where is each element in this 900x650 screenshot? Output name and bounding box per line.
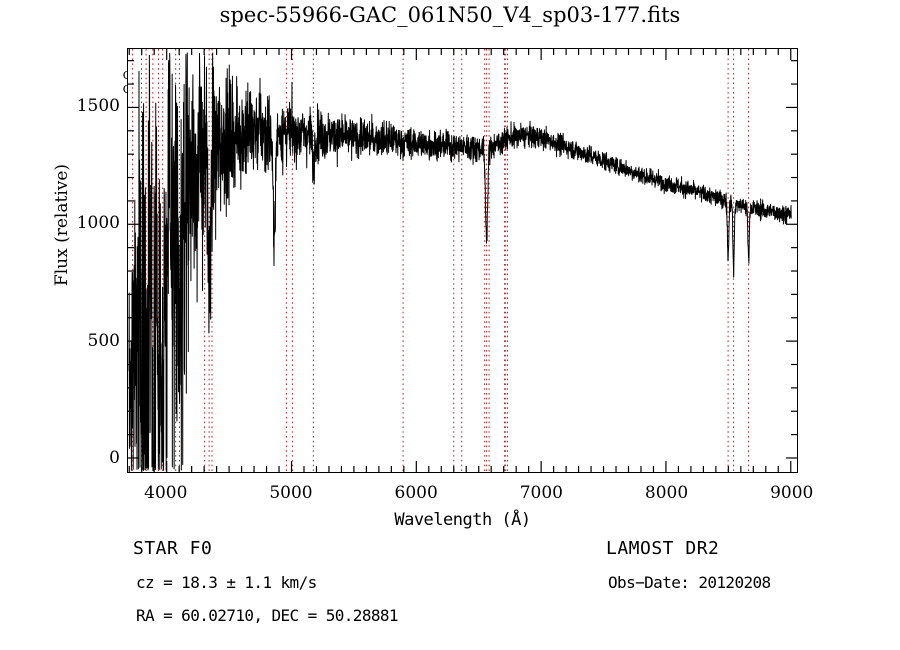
coordinates-label: RA = 60.02710, DEC = 50.28881	[136, 606, 399, 625]
obs-date-label: Obs−Date: 20120208	[608, 573, 771, 592]
page-title: spec-55966-GAC_061N50_V4_sp03-177.fits	[219, 3, 681, 27]
x-tick-6000: 6000	[394, 483, 438, 503]
object-type-label: STAR F0	[133, 538, 213, 559]
x-tick-4000: 4000	[144, 483, 188, 503]
y-axis-tick-labels: 0 500 1000 1500	[10, 0, 120, 650]
spectrum-plot-svg	[128, 49, 797, 472]
y-tick-500: 500	[87, 330, 120, 351]
x-tick-8000: 8000	[644, 483, 689, 503]
y-tick-0: 0	[109, 447, 120, 468]
spectrum-curve	[128, 52, 792, 472]
x-axis-label: Wavelength (Å)	[394, 510, 531, 530]
redshift-velocity-label: cz = 18.3 ± 1.1 km/s	[136, 573, 317, 592]
survey-label: LAMOST DR2	[606, 538, 720, 559]
y-tick-1500: 1500	[76, 95, 120, 116]
plot-area	[127, 48, 798, 473]
y-tick-1000: 1000	[76, 213, 120, 234]
axis-ticks	[128, 49, 797, 472]
y-axis-label: Flux (relative)	[52, 163, 72, 287]
x-tick-7000: 7000	[519, 483, 563, 503]
x-tick-9000: 9000	[770, 483, 814, 503]
x-tick-5000: 5000	[269, 483, 313, 503]
